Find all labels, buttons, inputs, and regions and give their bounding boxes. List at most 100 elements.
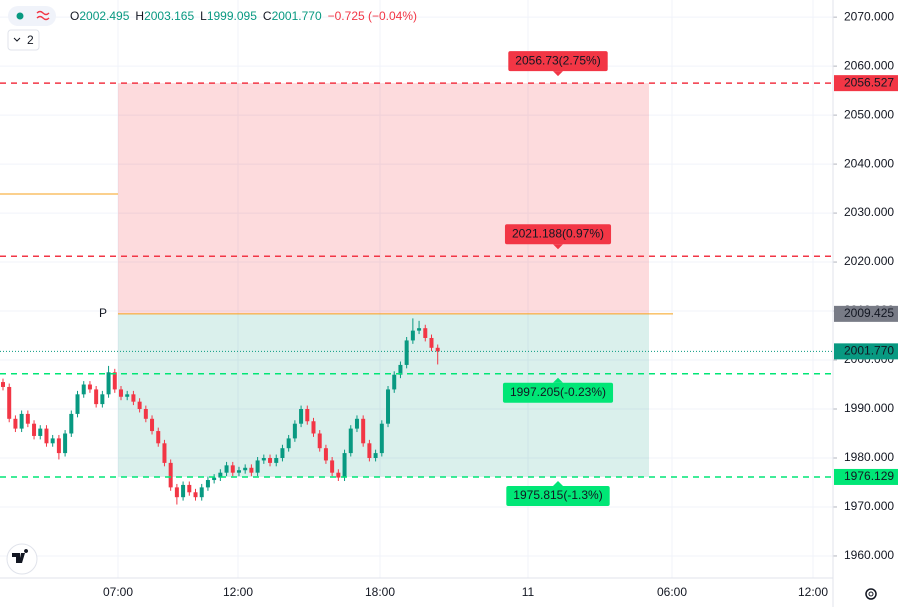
grid xyxy=(0,0,837,578)
level-tag-pointer xyxy=(553,244,563,250)
candle-body xyxy=(75,394,80,414)
candle-body xyxy=(69,413,74,434)
y-tick-label: 1960.000 xyxy=(844,548,894,562)
ohlc-value: 1999.095 xyxy=(207,9,257,23)
entry-axis-box xyxy=(834,305,898,322)
candle-body xyxy=(243,467,248,471)
last-price-box xyxy=(834,343,898,360)
level-tag: 2056.73(2.75%) xyxy=(515,53,600,67)
ohlc-header: O2002.495 H2003.165 L1999.095 C2001.770 −0.7… xyxy=(70,9,417,23)
settings[interactable] xyxy=(865,588,877,600)
last-price-label: 2001.770 xyxy=(844,344,894,358)
candle-body xyxy=(156,431,161,444)
candle-body xyxy=(280,448,285,458)
candle-body xyxy=(367,443,372,458)
candle-body xyxy=(286,438,291,449)
candle-body xyxy=(386,389,391,424)
candle-body xyxy=(299,409,304,424)
candle-body xyxy=(181,484,186,498)
y-tick-label: 1990.000 xyxy=(844,401,894,415)
level-tag: 1997.205(-0.23%) xyxy=(510,385,606,399)
x-tick-label: 12:00 xyxy=(798,585,828,599)
candle-body xyxy=(230,465,235,473)
x-tick-label: 06:00 xyxy=(657,585,687,599)
level-axis-label: 1976.129 xyxy=(844,469,894,483)
logo-mark xyxy=(12,549,29,563)
ohlc-key: O xyxy=(70,9,79,23)
y-tick-label: 2040.000 xyxy=(844,156,894,170)
chevron xyxy=(13,37,21,42)
candle-body xyxy=(212,477,217,481)
candle-body xyxy=(168,462,173,488)
candle-body xyxy=(56,438,61,454)
tv-logo xyxy=(6,543,38,575)
level-tag-pointer xyxy=(553,377,563,383)
candle-body xyxy=(429,337,434,348)
candle-body xyxy=(354,418,359,429)
indicator-count: 2 xyxy=(27,33,34,47)
candle-body xyxy=(311,421,316,434)
candle-body xyxy=(292,423,297,439)
level-tag: 1975.815(-1.3%) xyxy=(513,488,602,502)
ohlc-value: 2003.165 xyxy=(144,9,194,23)
candle-body xyxy=(193,492,198,498)
gear-icon[interactable] xyxy=(865,588,877,600)
candle-body xyxy=(417,328,422,331)
level-tag-pointer xyxy=(553,71,563,77)
candle-body xyxy=(106,372,111,395)
candle-body xyxy=(131,394,136,402)
candle-body xyxy=(150,418,155,432)
candle-body xyxy=(249,467,254,473)
y-tick-label: 1980.000 xyxy=(844,450,894,464)
candle-body xyxy=(423,328,428,338)
candle-body xyxy=(44,428,49,444)
candle-body xyxy=(268,457,273,463)
candle-body xyxy=(63,433,68,454)
candle-body xyxy=(118,389,123,397)
y-tick-label: 2060.000 xyxy=(844,58,894,72)
candle-body xyxy=(205,480,210,488)
candle-body xyxy=(162,443,167,463)
level-tag-box xyxy=(508,51,608,72)
candle-body xyxy=(50,438,55,444)
x-tick-label: 12:00 xyxy=(223,585,253,599)
ohlc-value: 2002.495 xyxy=(79,9,129,23)
level-tag: 2021.188(0.97%) xyxy=(512,226,604,240)
header: O2002.495 H2003.165 L1999.095 C2001.770 −0.7… xyxy=(7,6,417,51)
y-tick-label: 2050.000 xyxy=(844,107,894,121)
level-tag-box xyxy=(502,382,614,403)
level-axis-box xyxy=(834,75,898,92)
candle-body xyxy=(379,423,384,454)
candle-body xyxy=(100,394,105,405)
candle-body xyxy=(404,340,409,365)
candle-body xyxy=(361,418,366,444)
candle-body xyxy=(174,487,179,498)
x-tick-label: 07:00 xyxy=(103,585,133,599)
candle-body xyxy=(255,460,260,473)
y-tick-label: 2020.000 xyxy=(844,254,894,268)
candle-body xyxy=(392,374,397,390)
overlay: P 2056.73(2.75%) 2021.188(0.97%) 1997.205(-… xyxy=(0,51,833,506)
ohlc-key: L xyxy=(200,9,207,23)
candle-body xyxy=(187,484,192,493)
ohlc-key: C xyxy=(263,9,272,23)
candle-body xyxy=(81,384,86,395)
stop-zone xyxy=(118,83,649,314)
candle-body xyxy=(348,428,353,454)
status-dot xyxy=(16,12,24,20)
entry-axis-label: 2009.425 xyxy=(844,306,894,320)
zones xyxy=(0,83,649,477)
candle-body xyxy=(336,472,341,478)
level-tag-box xyxy=(504,224,612,245)
candle-body xyxy=(125,394,130,397)
plot xyxy=(1,318,440,505)
indicator-toggle[interactable] xyxy=(7,29,40,51)
y-tick-label: 2070.000 xyxy=(844,9,894,23)
candle-body xyxy=(32,423,37,436)
entry-label: P xyxy=(99,306,107,320)
x-tick-label: 18:00 xyxy=(365,585,395,599)
candle-body xyxy=(224,465,229,473)
candle-body xyxy=(112,372,117,390)
ohlc-value: 2001.770 xyxy=(272,9,322,23)
